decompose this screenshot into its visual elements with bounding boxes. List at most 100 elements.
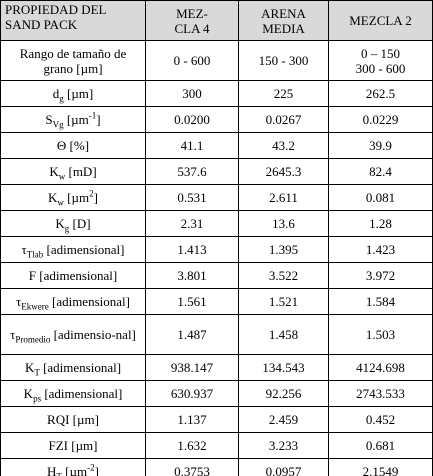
cell-text: 2743.533 <box>356 386 405 401</box>
table-row: KT [adimensional] 938.147 134.543 4124.698 <box>0 354 433 381</box>
cell-line: ARENA <box>261 5 306 21</box>
label-sub: w <box>58 171 66 182</box>
label-text: [adimensional] <box>41 386 123 401</box>
row-label: F [adimensional] <box>0 262 146 289</box>
cell: 1.503 <box>328 314 433 355</box>
cell-text: 2.1549 <box>362 464 399 476</box>
table-row: τEkwere [adimensional] 1.561 1.521 1.584 <box>0 288 433 315</box>
label-text: [adimensio-nal] <box>50 327 136 342</box>
label-text: ] <box>96 112 101 127</box>
cell-text: 0 - 600 <box>173 53 211 68</box>
label-text: H <box>47 464 57 476</box>
label-text: Rango de tamaño de grano [µm] <box>19 45 127 76</box>
cell: 0.681 <box>328 432 433 459</box>
cell-text: 262.5 <box>365 86 396 101</box>
label-text: RQI [µm] <box>47 412 99 427</box>
cell-text: 0.452 <box>365 412 396 427</box>
table-row: Kps [adimensional] 630.937 92.256 2743.533 <box>0 380 433 407</box>
cell: 2.31 <box>145 210 239 237</box>
cell: 1.561 <box>145 288 239 315</box>
table-row: HT [µm-2] 0.3753 0.0957 2.1549 <box>0 458 433 476</box>
table-row: τPromedio [adimensio-nal] 1.487 1.458 1.503 <box>0 314 433 355</box>
label-text: K <box>48 190 58 205</box>
cell-text: 92.256 <box>265 386 302 401</box>
cell: 1.137 <box>145 406 239 433</box>
row-label: FZI [µm] <box>0 432 146 459</box>
cell-text: 1.423 <box>365 242 396 257</box>
cell: 3.522 <box>238 262 329 289</box>
cell: 0.452 <box>328 406 433 433</box>
row-label: τPromedio [adimensio-nal] <box>0 314 146 355</box>
label-text: K <box>55 216 65 231</box>
label-sub: g <box>64 223 70 234</box>
cell-text: 1.584 <box>365 294 396 309</box>
cell-line: CLA 4 <box>174 20 210 36</box>
label-sub: Promedio <box>15 334 51 345</box>
label-text: ] <box>93 190 98 205</box>
row-label: Kg [D] <box>0 210 146 237</box>
cell-text: 3.522 <box>268 268 299 283</box>
cell: 2.459 <box>238 406 329 433</box>
cell: 1.413 <box>145 236 239 263</box>
row-label: τEkwere [adimensional] <box>0 288 146 315</box>
label-text: K <box>49 164 59 179</box>
label-sub: Ekwere <box>21 301 49 312</box>
cell-line: MEDIA <box>262 20 305 36</box>
cell-text: 537.6 <box>177 164 207 179</box>
table-row: FZI [µm] 1.632 3.233 0.681 <box>0 432 433 459</box>
cell: 13.6 <box>238 210 329 237</box>
cell-text: 630.937 <box>170 386 214 401</box>
label-text: τ <box>16 294 22 309</box>
header-cell: MEZCLA 2 <box>328 0 433 41</box>
row-label: SVg [µm-1] <box>0 106 146 133</box>
cell-text: 2645.3 <box>265 164 302 179</box>
label-text: K <box>24 360 35 375</box>
cell: 3.801 <box>145 262 239 289</box>
cell: 92.256 <box>238 380 329 407</box>
row-label: Kw [mD] <box>0 158 146 185</box>
cell-text: 0.081 <box>365 190 396 205</box>
label-text: [adimensional] <box>43 242 125 257</box>
cell: 1.458 <box>238 314 329 355</box>
cell: 0.0957 <box>238 458 329 476</box>
row-label: Rango de tamaño de grano [µm] <box>0 40 146 81</box>
table-row: τTlab [adimensional] 1.413 1.395 1.423 <box>0 236 433 263</box>
cell: 0 - 600 <box>145 40 239 81</box>
row-label: KT [adimensional] <box>0 354 146 381</box>
cell-text: 134.543 <box>262 360 305 375</box>
cell: 1.487 <box>145 314 239 355</box>
table-row: Kg [D] 2.31 13.6 1.28 <box>0 210 433 237</box>
cell-text: 1.503 <box>365 327 396 342</box>
cell-text: 3.972 <box>365 268 396 283</box>
cell: 134.543 <box>238 354 329 381</box>
cell-line: MEZCLA 2 <box>349 13 412 28</box>
table-row: RQI [µm] 1.137 2.459 0.452 <box>0 406 433 433</box>
cell: 39.9 <box>328 132 433 159</box>
label-text: τ <box>10 327 16 342</box>
label-sub: T <box>34 367 40 378</box>
cell: 2645.3 <box>238 158 329 185</box>
cell: 2.611 <box>238 184 329 211</box>
cell-text: 0.681 <box>365 438 396 453</box>
label-text: F [adimensional] <box>28 268 118 283</box>
row-label: Kps [adimensional] <box>0 380 146 407</box>
cell-text: 150 - 300 <box>258 53 309 68</box>
cell-text: 1.561 <box>177 294 207 309</box>
cell-text: 0.531 <box>177 190 207 205</box>
label-sub: g <box>59 93 64 104</box>
table-row: Rango de tamaño de grano [µm] 0 - 600 150 … <box>0 40 433 81</box>
table-row: Θ [%] 41.1 43.2 39.9 <box>0 132 433 159</box>
cell: 0.081 <box>328 184 433 211</box>
cell-line: 0 – 150 <box>361 45 400 61</box>
label-text: τ <box>21 242 27 257</box>
cell: 43.2 <box>238 132 329 159</box>
cell-text: 2.611 <box>269 190 298 205</box>
label-text: [D] <box>69 216 91 231</box>
cell-text: 1.632 <box>177 438 207 453</box>
cell-line: MEZ- <box>176 5 208 21</box>
cell-text: 1.137 <box>177 412 207 427</box>
label-text: K <box>23 386 34 401</box>
cell-text: 225 <box>273 86 294 101</box>
row-label: RQI [µm] <box>0 406 146 433</box>
cell: 3.233 <box>238 432 329 459</box>
